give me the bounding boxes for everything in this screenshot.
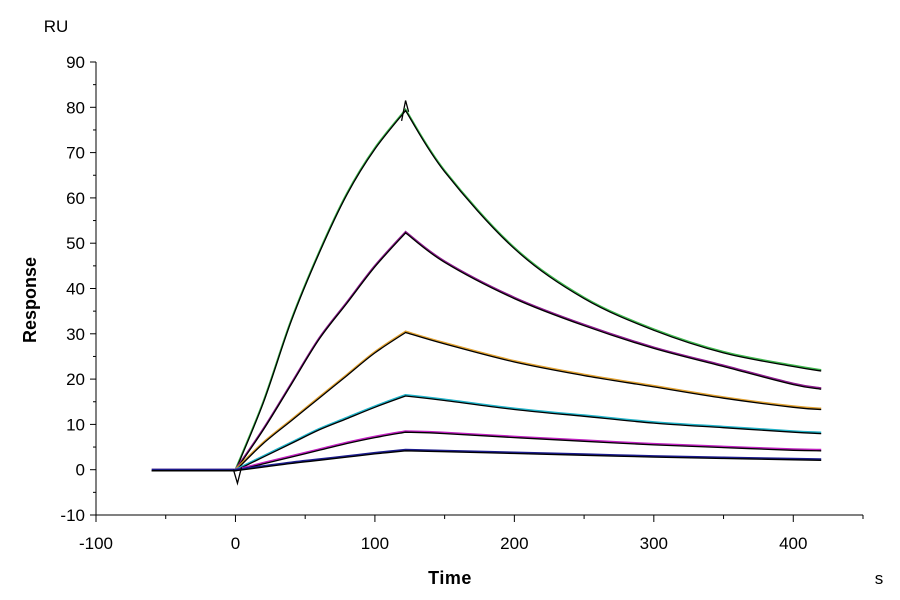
x-tick-label: 300	[640, 534, 668, 553]
y-tick-label: 30	[66, 325, 85, 344]
injection-artifact	[232, 467, 243, 486]
series-1-fit-line	[151, 109, 822, 472]
y-axis-unit: RU	[44, 17, 69, 36]
x-tick-label: -100	[79, 534, 113, 553]
x-axis-ticks: -100 0 100 200 300 400	[79, 515, 864, 553]
y-tick-label: 40	[66, 280, 85, 299]
y-axis-ticks: -10 0 10 20 30 40 50 60 70 80 90	[60, 53, 96, 525]
y-tick-label: 80	[66, 98, 85, 117]
series-2-fit-line	[151, 232, 822, 472]
series-6-fit-line	[151, 450, 822, 472]
series-3-fit-line	[151, 331, 822, 472]
y-tick-label: 20	[66, 370, 85, 389]
y-tick-label: 60	[66, 189, 85, 208]
y-axis-title: Response	[20, 257, 40, 343]
y-tick-label: 0	[76, 461, 85, 480]
series-6-data-line	[151, 448, 822, 471]
y-tick-label: 90	[66, 53, 85, 72]
x-axis-title: Time	[428, 568, 472, 588]
x-tick-label: 100	[361, 534, 389, 553]
y-tick-label: 70	[66, 144, 85, 163]
series-5-fit-line	[151, 431, 822, 472]
dissociation-artifact	[400, 100, 410, 122]
x-tick-label: 0	[231, 534, 240, 553]
y-tick-label: 50	[66, 234, 85, 253]
series-3-data-line	[151, 330, 822, 471]
series-4-fit-line	[151, 395, 822, 472]
series-1-data-line	[151, 107, 822, 471]
x-tick-label: 400	[779, 534, 807, 553]
series-4-data-line	[151, 393, 822, 471]
x-axis-unit: s	[875, 569, 884, 588]
series-5-data-line	[151, 430, 822, 471]
series-layer	[151, 100, 822, 486]
x-tick-label: 200	[500, 534, 528, 553]
y-tick-label: -10	[60, 506, 85, 525]
y-tick-label: 10	[66, 415, 85, 434]
